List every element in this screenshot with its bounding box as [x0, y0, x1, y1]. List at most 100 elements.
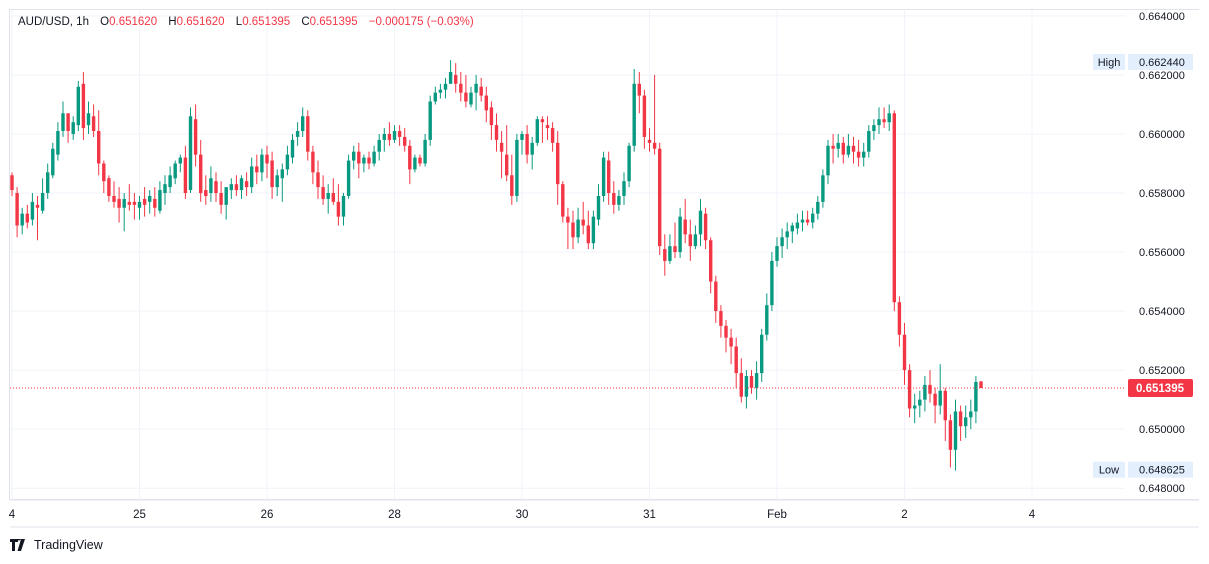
candle-body — [285, 154, 290, 170]
candle-body — [785, 231, 789, 238]
last-price-label: 0.651395 — [1136, 383, 1185, 395]
candle-body — [933, 393, 937, 406]
candle-body — [260, 154, 264, 173]
candle-body — [851, 145, 856, 152]
y-tick-label: 0.650000 — [1139, 424, 1185, 436]
candle-body — [137, 201, 142, 208]
candle-body — [795, 222, 800, 229]
gridlines — [10, 10, 1125, 500]
candle-body — [86, 113, 91, 126]
candle-body — [403, 136, 407, 146]
candle-body — [362, 157, 366, 164]
tradingview-brand-text: TradingView — [34, 538, 103, 552]
candle-body — [112, 195, 116, 202]
symbol-label: AUD/USD — [18, 16, 70, 28]
candle-body — [117, 198, 121, 208]
candle-body — [897, 302, 902, 335]
candle-body — [612, 193, 616, 205]
close-label: C — [301, 16, 310, 28]
candle-body — [601, 157, 606, 196]
candle-body — [515, 139, 519, 196]
candle-body — [668, 246, 672, 261]
candle-body — [15, 193, 19, 226]
candle-body — [831, 145, 835, 149]
y-tick-label: 0.658000 — [1139, 188, 1185, 200]
candle-body — [489, 107, 494, 126]
candle-body — [91, 116, 96, 132]
candle-body — [658, 148, 662, 247]
candle-body — [25, 213, 29, 223]
candle-body — [719, 311, 723, 326]
candle-body — [188, 116, 193, 191]
candle-body — [357, 151, 361, 164]
change-value: −0.000175 (−0.03%) — [368, 16, 474, 28]
candle-body — [918, 399, 922, 406]
candle-body — [969, 411, 973, 418]
candle-body — [698, 210, 703, 235]
low-marker-tag — [1093, 461, 1125, 478]
candle-body — [306, 116, 310, 152]
tradingview-logo-icon — [10, 539, 25, 551]
x-tick-label: 25 — [133, 509, 146, 521]
candle-body — [35, 204, 40, 208]
candle-body — [739, 373, 743, 397]
candle-body — [209, 178, 213, 194]
candle-body — [729, 337, 733, 347]
price-axis[interactable]: 0.648000 0.650000 0.652000 0.654000 0.656000… — [1139, 11, 1185, 495]
tradingview-logo[interactable]: TradingView — [10, 538, 103, 552]
candle-body — [295, 131, 300, 137]
low-marker-value: 0.648625 — [1139, 465, 1185, 477]
high-value: 0.651620 — [176, 16, 225, 28]
candle-body — [418, 157, 422, 164]
candle-body — [56, 131, 60, 155]
candle-body — [265, 154, 269, 164]
candle-body — [168, 175, 172, 188]
candle-body — [821, 175, 825, 202]
candle-body — [673, 246, 677, 253]
candle-body — [494, 125, 499, 140]
low-marker-value-tag — [1128, 461, 1193, 478]
candle-body — [693, 234, 698, 247]
candle-body — [438, 89, 443, 93]
candle-body — [892, 113, 896, 303]
y-tick-label: 0.648000 — [1139, 483, 1185, 495]
candle-body — [158, 190, 162, 211]
x-tick-label: 30 — [516, 509, 529, 521]
candle-body — [311, 151, 315, 173]
ohlc-legend: AUD/USD, 1h O0.651620 H0.651620 L0.65139… — [18, 16, 474, 28]
time-axis[interactable]: 4 25 26 28 30 31 Feb 2 4 — [9, 499, 1199, 528]
candle-body — [591, 216, 596, 244]
candle-body — [377, 139, 381, 152]
candle-body — [811, 213, 815, 223]
candle-body — [214, 181, 218, 194]
candle-body — [622, 181, 626, 196]
candle-body — [382, 133, 386, 140]
candle-body — [372, 151, 376, 164]
x-tick-label: 4 — [9, 509, 16, 521]
candle-body — [887, 113, 891, 123]
open-value: 0.651620 — [109, 16, 158, 28]
candle-body — [122, 198, 126, 208]
y-tick-label: 0.662000 — [1139, 70, 1185, 82]
candle-body — [540, 119, 545, 123]
high-marker-label: High — [1098, 57, 1121, 69]
candle-body — [632, 83, 636, 146]
candle-body — [97, 131, 101, 164]
candle-body — [923, 384, 927, 400]
candle-body — [571, 222, 575, 238]
candle-body — [790, 225, 794, 232]
candle-body — [459, 83, 463, 93]
candle-body — [484, 95, 488, 111]
candle-body — [703, 213, 708, 241]
candle-body — [953, 411, 958, 450]
candle-body — [148, 195, 152, 202]
candle-body — [505, 154, 509, 176]
candle-body — [862, 151, 866, 158]
candle-body — [964, 417, 968, 427]
candle-body — [520, 133, 524, 140]
candle-body — [780, 237, 784, 247]
candle-body — [566, 216, 570, 223]
candle-body — [250, 166, 254, 188]
candle-body — [734, 346, 738, 374]
